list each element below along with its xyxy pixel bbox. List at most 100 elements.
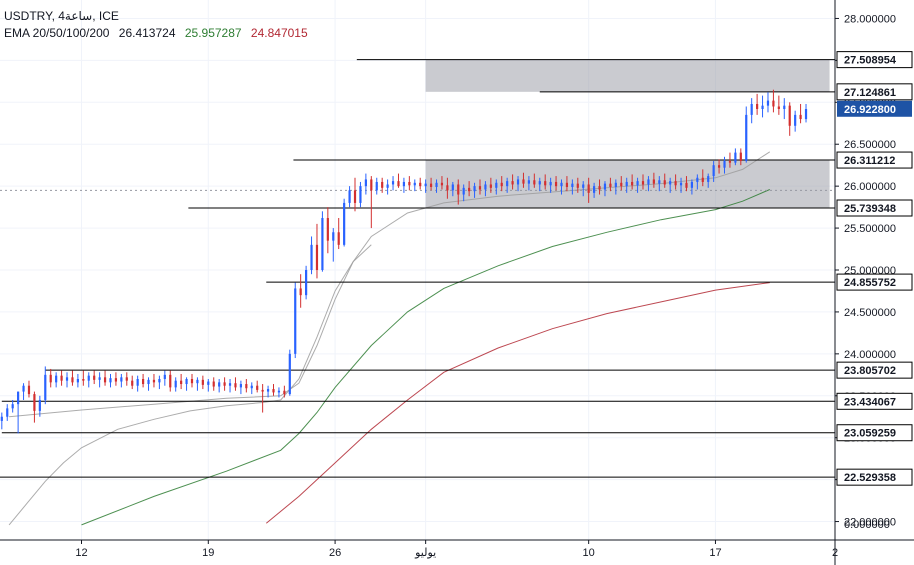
candle-body bbox=[125, 377, 128, 381]
level-label: 27.124861 bbox=[844, 87, 896, 99]
candle-body bbox=[120, 377, 123, 382]
candle-body bbox=[185, 379, 188, 385]
candle-body bbox=[598, 186, 601, 190]
candle-body bbox=[451, 184, 454, 191]
candle-body bbox=[506, 181, 509, 187]
candle-body bbox=[658, 180, 661, 184]
candle-body bbox=[701, 177, 704, 182]
ema-legend: EMA 20/50/100/200 26.413724 25.957287 24… bbox=[4, 25, 308, 42]
candle-body bbox=[212, 381, 215, 387]
candle-body bbox=[582, 184, 585, 188]
candle-body bbox=[136, 379, 139, 386]
level-label: 23.434067 bbox=[844, 396, 896, 408]
candle-body bbox=[756, 103, 759, 110]
ema-value-20: 26.413724 bbox=[118, 26, 176, 40]
x-tick-label: 12 bbox=[75, 547, 87, 559]
level-label: 24.855752 bbox=[844, 277, 896, 289]
candle-body bbox=[641, 181, 645, 185]
candle-body bbox=[114, 378, 118, 382]
candle-body bbox=[288, 353, 291, 395]
candle-body bbox=[750, 103, 753, 115]
candle-body bbox=[256, 385, 259, 390]
candle-body bbox=[310, 244, 313, 270]
symbol-title: USDTRY, 4ساعة, ICE bbox=[4, 9, 119, 23]
candle-body bbox=[669, 181, 672, 185]
level-label: 23.805702 bbox=[844, 365, 896, 377]
candle-body bbox=[516, 179, 520, 185]
level-label-box bbox=[836, 51, 913, 69]
candle-body bbox=[446, 185, 449, 191]
candle-body bbox=[609, 183, 612, 187]
candle-body bbox=[87, 375, 90, 381]
ema-line bbox=[9, 151, 771, 418]
candle-body bbox=[169, 374, 172, 388]
candle-body bbox=[76, 379, 79, 383]
candle-body bbox=[429, 183, 433, 187]
candle-body bbox=[60, 375, 63, 381]
level-label-box bbox=[836, 361, 913, 379]
level-label-box bbox=[836, 468, 913, 486]
candle-body bbox=[468, 187, 471, 192]
candle-body bbox=[82, 379, 85, 381]
level-label: 22.529358 bbox=[844, 472, 896, 484]
level-label-box bbox=[836, 151, 913, 169]
candle-body bbox=[424, 183, 427, 187]
ema-line bbox=[81, 189, 770, 526]
candle-body bbox=[359, 186, 362, 203]
zone-rect bbox=[425, 59, 830, 92]
candle-body bbox=[761, 105, 764, 110]
candle-body bbox=[250, 385, 253, 389]
candle-body bbox=[131, 380, 134, 386]
candle-body bbox=[261, 389, 264, 392]
y-tick-label-extra: 0.000000 bbox=[844, 519, 890, 531]
candle-body bbox=[788, 105, 791, 126]
candle-body bbox=[332, 232, 335, 241]
candle-body bbox=[337, 232, 340, 245]
chart-legend: USDTRY, 4ساعة, ICE EMA 20/50/100/200 26.… bbox=[4, 8, 308, 42]
candle-body bbox=[65, 377, 69, 381]
candle-body bbox=[38, 399, 41, 411]
candle-body bbox=[631, 181, 634, 186]
candle-body bbox=[723, 160, 726, 168]
candle-body bbox=[190, 379, 194, 384]
candle-body bbox=[49, 374, 52, 383]
candle-body bbox=[375, 181, 378, 191]
candle-body bbox=[799, 114, 802, 120]
candle-body bbox=[71, 377, 74, 383]
candle-body bbox=[745, 114, 748, 161]
candle-body bbox=[620, 182, 623, 187]
candle-body bbox=[571, 183, 574, 187]
candle-body bbox=[348, 190, 351, 203]
y-tick-label: 24.000000 bbox=[844, 349, 896, 361]
candle-body bbox=[239, 384, 243, 388]
candle-body bbox=[33, 394, 36, 411]
y-tick-label: 26.000000 bbox=[844, 181, 896, 193]
candle-body bbox=[603, 183, 607, 190]
candle-body bbox=[103, 377, 107, 383]
candle-body bbox=[625, 181, 628, 187]
candle-body bbox=[277, 390, 281, 393]
candle-body bbox=[174, 380, 177, 388]
level-label-box bbox=[836, 273, 913, 291]
candle-body bbox=[712, 165, 715, 177]
candle-body bbox=[554, 181, 558, 187]
candle-body bbox=[305, 270, 308, 296]
candle-body bbox=[522, 179, 525, 184]
candle-body bbox=[614, 182, 617, 187]
level-label: 27.508954 bbox=[844, 55, 897, 67]
candle-body bbox=[141, 379, 145, 385]
candle-body bbox=[587, 184, 590, 193]
x-tick-label: يوليو bbox=[414, 547, 436, 559]
candle-body bbox=[343, 202, 346, 245]
candle-body bbox=[652, 179, 655, 184]
candle-body bbox=[527, 180, 530, 184]
candle-body bbox=[489, 184, 492, 188]
x-tick-label: 26 bbox=[329, 547, 341, 559]
candle-body bbox=[772, 100, 775, 107]
candle-body bbox=[98, 377, 101, 380]
candle-body bbox=[364, 179, 367, 187]
time-axis-panel bbox=[0, 540, 914, 565]
candle-body bbox=[44, 374, 47, 400]
